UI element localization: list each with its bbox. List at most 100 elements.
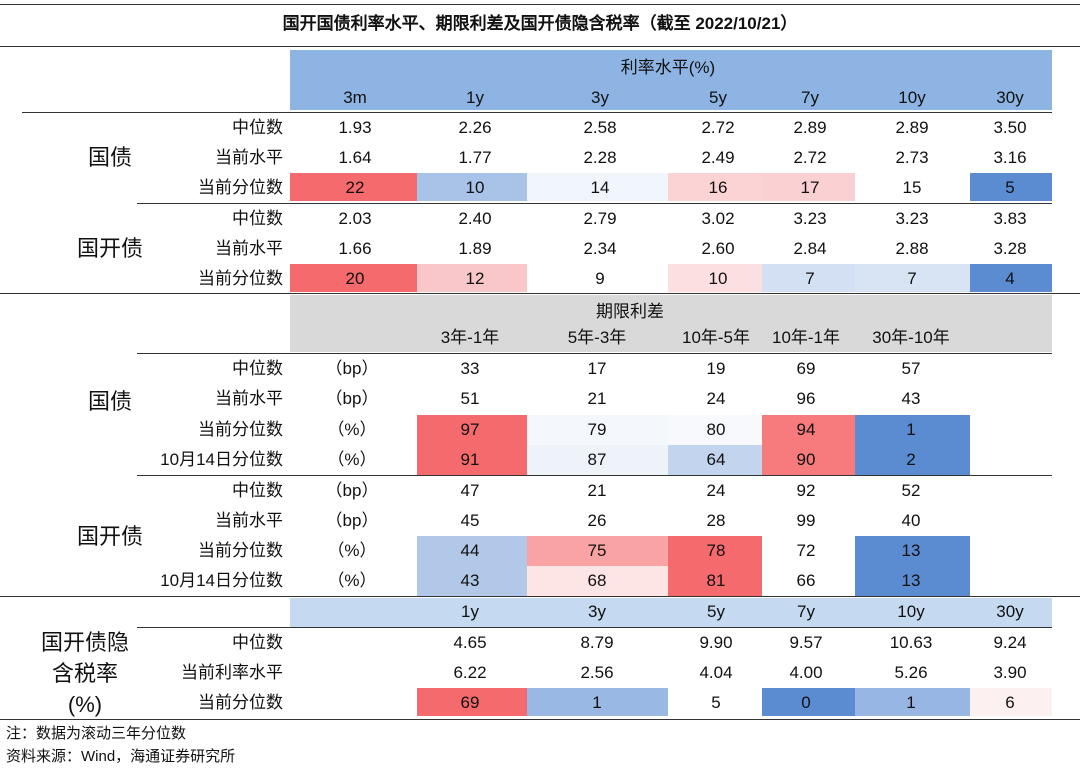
- s1-heat-cell: [417, 173, 527, 201]
- s2-value: 64: [706, 450, 726, 469]
- s1-value: 2.58: [583, 118, 617, 137]
- s3-row-label: 中位数: [232, 633, 283, 652]
- s2-heat-cell: [417, 566, 527, 596]
- s3-heat-cell: [417, 688, 527, 716]
- s1-group-rule: [137, 203, 1052, 204]
- s1-heat-cell: [668, 264, 762, 292]
- s3-value: 3.90: [993, 663, 1027, 682]
- s3-group-name-line: (%): [67, 692, 103, 717]
- s2-heat-cell: [762, 415, 855, 445]
- s2-value: 40: [901, 511, 921, 530]
- s1-col-header: 3y: [591, 88, 609, 107]
- s1-value: 1.66: [338, 239, 372, 258]
- s2-heat-cell: [762, 445, 855, 475]
- s3-header-rule: [137, 627, 1052, 628]
- s3-value: 4.00: [789, 663, 823, 682]
- s3-heat-cell: [668, 688, 762, 716]
- s2-value: 87: [587, 450, 607, 469]
- s2-col-header: 5年-3年: [567, 328, 627, 347]
- s2-value: 45: [460, 511, 480, 530]
- s1-heat-cell: [290, 264, 417, 292]
- s2-col-header: 30年-10年: [872, 328, 950, 347]
- s2-row-label: 中位数: [232, 481, 283, 500]
- s2-row-unit: （%）: [327, 541, 377, 560]
- s3-header-band: [290, 598, 1052, 627]
- s2-value: 44: [460, 541, 480, 560]
- s1-row-label: 当前分位数: [198, 269, 283, 288]
- s2-value: 75: [587, 541, 607, 560]
- s2-row-unit: （bp）: [325, 359, 379, 378]
- s3-row-label: 当前利率水平: [181, 663, 283, 682]
- s2-value: 21: [587, 389, 607, 408]
- s2-heat-cell: [668, 566, 762, 596]
- s1-bottom-rule: [0, 293, 1080, 294]
- s1-value: 5: [1005, 178, 1015, 197]
- s1-value: 3.23: [895, 209, 929, 228]
- s3-value: 8.79: [580, 633, 614, 652]
- s3-value: 9.57: [789, 633, 823, 652]
- s2-row-label: 当前水平: [215, 511, 283, 530]
- s1-header-rule: [22, 112, 1052, 113]
- s1-value: 10: [708, 269, 728, 288]
- s2-value: 96: [796, 389, 816, 408]
- s1-col-header: 1y: [466, 88, 484, 107]
- s1-value: 2.40: [458, 209, 492, 228]
- s2-row-unit: （%）: [327, 571, 377, 590]
- s1-value: 2.73: [895, 148, 929, 167]
- s2-value: 57: [901, 359, 921, 378]
- s1-value: 12: [465, 269, 485, 288]
- s2-value: 80: [706, 420, 726, 439]
- s1-col-header: 7y: [801, 88, 819, 107]
- s3-value: 9.24: [993, 633, 1027, 652]
- s2-heat-cell: [527, 445, 668, 475]
- s1-value: 4: [1005, 269, 1015, 288]
- s3-group-name-line: 国开债隐: [40, 630, 130, 655]
- s1-value: 2.03: [338, 209, 372, 228]
- s2-value: 91: [460, 450, 480, 469]
- s1-heat-cell: [417, 264, 527, 292]
- s1-value: 16: [708, 178, 728, 197]
- s2-value: 66: [796, 571, 816, 590]
- s2-heat-cell: [855, 445, 970, 475]
- s2-value: 19: [706, 359, 726, 378]
- s3-value: 1: [906, 693, 916, 712]
- s2-value: 43: [460, 571, 480, 590]
- s1-value: 14: [590, 178, 610, 197]
- s1-heat-cell: [762, 173, 855, 201]
- s3-col-header: 7y: [797, 602, 815, 621]
- s1-heat-cell: [668, 173, 762, 201]
- s1-value: 1.93: [338, 118, 372, 137]
- s2-header-band: [290, 295, 1052, 352]
- note-text: 注：数据为滚动三年分位数: [6, 725, 187, 742]
- s1-value: 3.02: [701, 209, 735, 228]
- s3-heat-cell: [527, 688, 668, 716]
- s2-row-label: 10月14日分位数: [160, 450, 283, 469]
- s2-value: 26: [587, 511, 607, 530]
- s1-heat-cell: [527, 173, 668, 201]
- s3-value: 4.65: [453, 633, 487, 652]
- s2-heat-cell: [527, 415, 668, 445]
- s2-value: 79: [587, 420, 607, 439]
- s1-value: 7: [907, 269, 917, 288]
- s2-row-label: 当前分位数: [198, 541, 283, 560]
- s2-row-unit: （bp）: [325, 481, 379, 500]
- s3-value: 5: [711, 693, 721, 712]
- s3-col-header: 1y: [461, 602, 479, 621]
- s2-value: 24: [706, 481, 726, 500]
- s2-value: 33: [460, 359, 480, 378]
- s1-value: 2.72: [793, 148, 827, 167]
- s2-col-header: 10年-5年: [681, 328, 751, 347]
- s1-value: 3.28: [993, 239, 1027, 258]
- s2-heat-cell: [417, 445, 527, 475]
- s1-row-label: 当前水平: [215, 148, 283, 167]
- s1-row-label: 当前分位数: [198, 178, 283, 197]
- s1-value: 22: [345, 178, 365, 197]
- s2-heat-cell: [417, 536, 527, 566]
- s2-heat-cell: [855, 415, 970, 445]
- s2-header-rule: [137, 353, 1052, 354]
- s2-group-rule: [137, 475, 1052, 476]
- s1-row-label: 中位数: [232, 118, 283, 137]
- s2-value: 78: [706, 541, 726, 560]
- s1-heat-cell: [762, 264, 855, 292]
- s2-heat-cell: [527, 536, 668, 566]
